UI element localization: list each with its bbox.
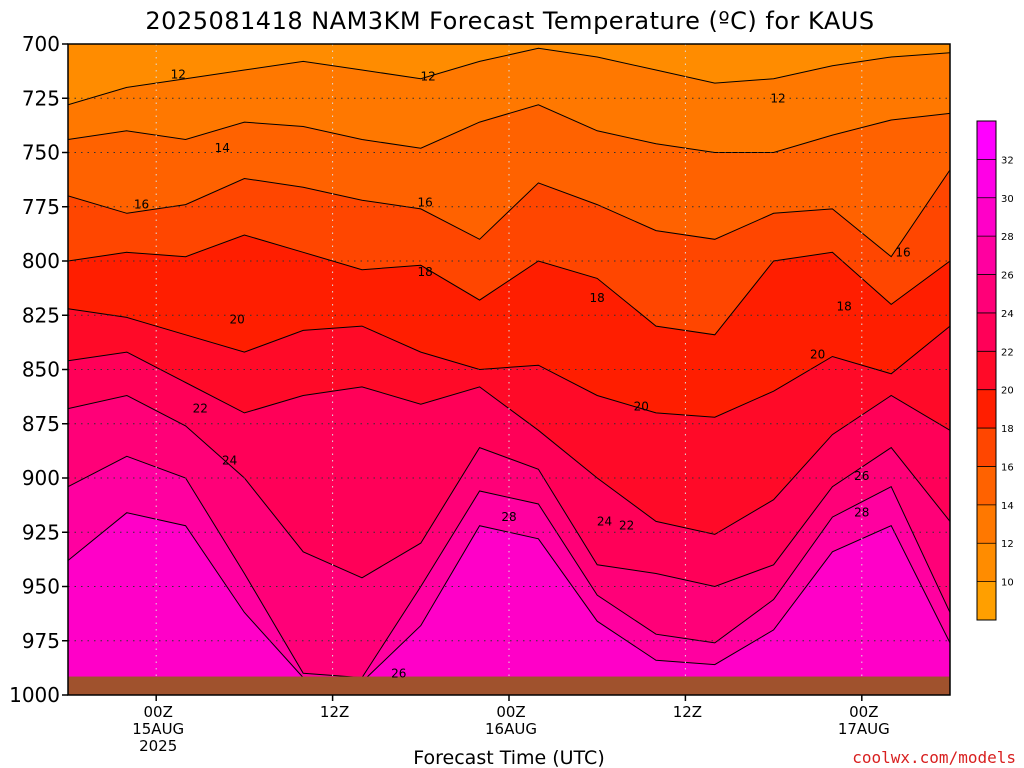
colorbar-band-18	[977, 389, 996, 429]
x-axis-label: Forecast Time (UTC)	[413, 747, 604, 768]
contour-label-16: 16	[895, 245, 910, 259]
colorbar-label-16: 16	[1001, 462, 1014, 473]
contour-label-28: 28	[501, 510, 516, 524]
contour-label-22: 22	[193, 402, 208, 416]
colorbar-label-20: 20	[1001, 386, 1014, 397]
y-axis: 700 725 750 775 800 825 850 875 900 925 950 975 1000	[9, 32, 68, 707]
contour-label-12: 12	[420, 70, 435, 84]
y-tick-label-700: 700	[22, 32, 60, 56]
x-tick-label-48-0: 00Z	[849, 703, 878, 721]
colorbar-label-12: 12	[1001, 539, 1014, 550]
y-tick-label-725: 725	[22, 86, 60, 110]
contour-label-12: 12	[770, 91, 785, 105]
contour-label-22: 22	[619, 519, 634, 533]
colorbar-band-10	[977, 543, 996, 582]
colorbar-band-24	[977, 274, 996, 313]
y-tick-label-775: 775	[22, 195, 60, 219]
contour-label-28: 28	[854, 506, 869, 520]
colorbar-band-12	[977, 504, 996, 544]
temperature-bands	[68, 44, 950, 695]
contour-label-20: 20	[810, 347, 825, 361]
isotherm-12	[68, 47, 950, 106]
colorbar-frame	[976, 120, 997, 621]
x-tick-label-24-0: 00Z	[496, 703, 525, 721]
y-tick-label-800: 800	[22, 249, 60, 273]
colorbar: 10 12 14 16 18 20 22 24 26 28 30 32	[976, 120, 1014, 621]
isotherm-14	[68, 104, 950, 153]
colorbar-label-28: 28	[1001, 232, 1014, 243]
x-tick-label-0-1: 15AUG	[132, 720, 184, 738]
contour-label-14: 14	[215, 141, 230, 155]
contour-label-26: 26	[391, 666, 406, 680]
y-tick-label-850: 850	[22, 358, 60, 382]
colorbar-band-8	[977, 581, 996, 620]
contour-labels: 12 12 12 14 16 16 16 18 18 18 20 20 20 22 22 24 24 26 26 28…	[134, 67, 911, 680]
x-tick-label-12-0: 12Z	[320, 703, 349, 721]
x-tick-label-48-1: 17AUG	[838, 720, 890, 738]
colorbar-label-10: 10	[1001, 578, 1014, 589]
grid-lines	[68, 44, 950, 695]
isotherm-20	[68, 308, 950, 418]
colorbar-label-22: 22	[1001, 347, 1014, 358]
y-tick-label-1000: 1000	[9, 683, 60, 707]
x-tick-label-0-2: 2025	[139, 737, 177, 755]
y-tick-label-875: 875	[22, 412, 60, 436]
colorbar-label-18: 18	[1001, 424, 1014, 435]
colorbar-band-20	[977, 351, 996, 390]
colorbar-band-22	[977, 312, 996, 352]
contour-label-18: 18	[837, 300, 852, 314]
chart-title: 2025081418 NAM3KM Forecast Temperature (…	[145, 7, 874, 35]
contour-label-20: 20	[634, 399, 649, 413]
colorbar-label-26: 26	[1001, 271, 1014, 282]
isotherm-24	[68, 394, 950, 588]
contour-label-20: 20	[229, 313, 244, 327]
contour-label-18: 18	[590, 291, 605, 305]
ground-surface	[68, 676, 950, 695]
colorbar-band-14	[977, 466, 996, 505]
contour-label-16: 16	[418, 195, 433, 209]
isotherm-26	[68, 455, 950, 679]
colorbar-band-32	[977, 121, 996, 160]
contour-label-18: 18	[418, 265, 433, 279]
contour-label-24: 24	[222, 454, 237, 468]
colorbar-label-32: 32	[1001, 155, 1014, 166]
colorbar-band-28	[977, 197, 996, 237]
y-tick-label-825: 825	[22, 303, 60, 327]
colorbar-band-30	[977, 159, 996, 198]
y-tick-label-975: 975	[22, 629, 60, 653]
colorbar-band-16	[977, 428, 996, 467]
isotherm-16	[68, 169, 950, 258]
x-tick-label-24-1: 16AUG	[485, 720, 537, 738]
y-tick-label-750: 750	[22, 141, 60, 165]
x-tick-label-0-0: 00Z	[144, 703, 173, 721]
isotherm-18	[68, 234, 950, 336]
credit-text: coolwx.com/models	[852, 748, 1016, 767]
contour-label-24: 24	[597, 514, 612, 528]
y-tick-label-950: 950	[22, 575, 60, 599]
contour-label-12: 12	[171, 67, 186, 81]
y-tick-label-925: 925	[22, 520, 60, 544]
colorbar-label-24: 24	[1001, 309, 1014, 320]
contour-label-26: 26	[854, 469, 869, 483]
colorbar-label-14: 14	[1001, 501, 1014, 512]
contour-label-16: 16	[134, 198, 149, 212]
colorbar-label-30: 30	[1001, 194, 1014, 205]
colorbar-band-26	[977, 236, 996, 275]
x-tick-label-36-0: 12Z	[673, 703, 702, 721]
y-tick-label-900: 900	[22, 466, 60, 490]
plot-area	[68, 44, 950, 695]
